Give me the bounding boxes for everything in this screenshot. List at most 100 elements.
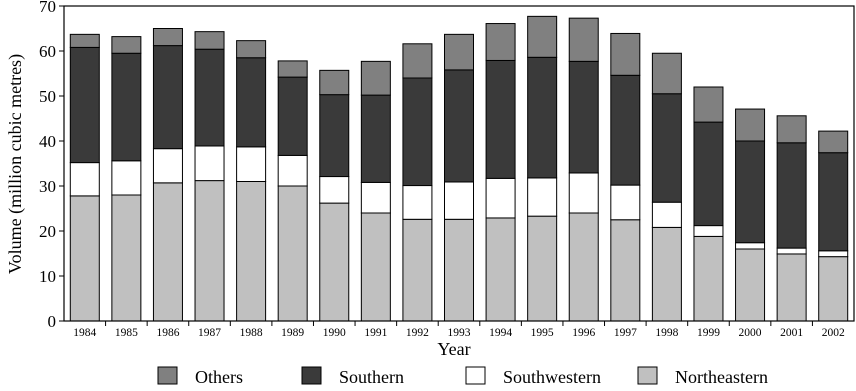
bar-segment-northeastern-1995 bbox=[527, 215, 558, 322]
legend-label: Northeastern bbox=[675, 367, 768, 387]
legend-item-others: Others bbox=[157, 366, 243, 387]
bar-segment-southwestern-1995 bbox=[527, 177, 558, 217]
bar-segment-others-1999 bbox=[693, 86, 724, 123]
bar-segment-others-1986 bbox=[152, 28, 183, 47]
bar-segment-southern-1986 bbox=[152, 45, 183, 150]
x-tick-label: 1990 bbox=[323, 327, 346, 339]
bar-segment-northeastern-1991 bbox=[360, 212, 391, 322]
bar-segment-northeastern-1990 bbox=[319, 202, 350, 322]
bar-segment-northeastern-1994 bbox=[485, 217, 516, 322]
x-tick-label: 1992 bbox=[406, 327, 429, 339]
bar-segment-others-1994 bbox=[485, 23, 516, 61]
bar-segment-southwestern-1993 bbox=[444, 181, 474, 220]
x-tick-label: 1991 bbox=[364, 327, 387, 339]
y-tick-label: 0 bbox=[48, 312, 57, 331]
legend-label: Southwestern bbox=[503, 367, 601, 387]
x-axis: 1984 1985 1986 1987 1988 1989 1990 1991 1992 1993… bbox=[73, 321, 845, 339]
y-tick-label: 40 bbox=[39, 132, 56, 151]
legend-item-southern: Southern bbox=[301, 366, 404, 387]
bar-segment-others-1992 bbox=[402, 43, 433, 79]
bar-segment-southern-2000 bbox=[735, 140, 766, 244]
bar-segment-others-1990 bbox=[319, 69, 350, 96]
bar-segment-southwestern-1990 bbox=[319, 176, 350, 204]
legend-label: Others bbox=[195, 367, 243, 387]
bar-segment-others-2002 bbox=[818, 130, 849, 154]
bar-segment-southern-2001 bbox=[776, 142, 807, 249]
x-tick-label: 1996 bbox=[572, 327, 595, 339]
legend-label: Southern bbox=[339, 367, 404, 387]
bar-segment-southern-1996 bbox=[568, 60, 599, 174]
bar-segment-southern-1995 bbox=[527, 56, 558, 179]
bar-segment-others-1989 bbox=[277, 60, 308, 78]
bar-segment-northeastern-1987 bbox=[194, 180, 225, 322]
x-tick-label: 1987 bbox=[198, 327, 221, 339]
bar-segment-southern-1998 bbox=[651, 93, 682, 203]
bar-segment-southern-1987 bbox=[194, 48, 225, 147]
y-tick-label: 10 bbox=[39, 267, 56, 286]
bar-segment-others-1991 bbox=[360, 60, 391, 96]
bar-segment-southwestern-1988 bbox=[236, 146, 267, 183]
bar-segment-southwestern-1987 bbox=[194, 145, 225, 182]
y-tick-label: 30 bbox=[39, 177, 56, 196]
x-tick-label: 1997 bbox=[614, 327, 637, 339]
bar-segment-others-2000 bbox=[735, 108, 766, 142]
bar-segment-southern-1990 bbox=[319, 94, 350, 178]
bar-segment-northeastern-1986 bbox=[152, 182, 183, 322]
y-tick-label: 20 bbox=[39, 222, 56, 241]
x-tick-label: 1994 bbox=[489, 327, 512, 339]
bar-segment-others-1985 bbox=[111, 36, 142, 54]
bar-segment-northeastern-1993 bbox=[444, 218, 474, 322]
bar-segment-southern-1984 bbox=[69, 46, 100, 164]
legend-swatch bbox=[465, 366, 486, 385]
bar-segment-southern-1993 bbox=[444, 69, 474, 183]
bar-segment-others-1993 bbox=[444, 33, 474, 71]
bar-segment-southwestern-1989 bbox=[277, 154, 308, 187]
y-tick-label: 50 bbox=[39, 87, 56, 106]
bar-segment-others-1998 bbox=[651, 52, 682, 95]
bar-segment-southern-1991 bbox=[360, 94, 391, 183]
bar-segment-northeastern-2002 bbox=[818, 256, 849, 322]
legend-item-southwestern: Southwestern bbox=[465, 366, 601, 387]
bar-segment-southwestern-1999 bbox=[693, 225, 724, 237]
bar-segment-northeastern-1997 bbox=[610, 219, 641, 322]
bar-segment-others-1996 bbox=[568, 17, 599, 62]
x-tick-label: 1998 bbox=[655, 327, 678, 339]
bar-segment-others-1997 bbox=[610, 32, 641, 76]
bar-segment-southwestern-1991 bbox=[360, 181, 391, 214]
x-tick-label: 1999 bbox=[697, 327, 720, 339]
plot-frame bbox=[63, 5, 855, 322]
bar-segment-southern-1997 bbox=[610, 74, 641, 186]
bar-segment-southwestern-1997 bbox=[610, 184, 641, 221]
bar-segment-southwestern-2001 bbox=[776, 247, 807, 255]
bar-segment-northeastern-1984 bbox=[69, 195, 100, 322]
legend: Others Southern Southwestern Northeastern bbox=[157, 366, 768, 387]
y-tick-label: 60 bbox=[39, 42, 56, 61]
x-tick-label: 1985 bbox=[115, 327, 138, 339]
bar-segment-southwestern-1992 bbox=[402, 185, 433, 220]
x-tick-label: 1984 bbox=[73, 327, 96, 339]
bar-segment-southwestern-1985 bbox=[111, 160, 142, 196]
x-tick-label: 2000 bbox=[739, 327, 762, 339]
x-axis-title: Year bbox=[437, 339, 470, 359]
plot-area bbox=[63, 5, 855, 322]
bar-segment-southwestern-1984 bbox=[69, 162, 100, 197]
bar-segment-northeastern-1996 bbox=[568, 212, 599, 322]
bar-segment-northeastern-2001 bbox=[776, 253, 807, 322]
bar-segment-southwestern-1998 bbox=[651, 201, 682, 228]
bar-segment-southwestern-2000 bbox=[735, 242, 766, 250]
x-tick-label: 1986 bbox=[156, 327, 179, 339]
legend-swatch bbox=[301, 366, 322, 385]
bar-segment-southern-1985 bbox=[111, 52, 142, 162]
x-tick-label: 1988 bbox=[240, 327, 263, 339]
bar-segment-southwestern-2002 bbox=[818, 250, 849, 258]
legend-swatch bbox=[157, 366, 178, 385]
bar-segment-northeastern-1988 bbox=[236, 181, 267, 322]
bar-segment-others-1988 bbox=[236, 40, 267, 59]
bar-segment-southern-1989 bbox=[277, 76, 308, 156]
bar-segment-southern-1994 bbox=[485, 59, 516, 179]
y-axis-title: Volume (million cubic metres) bbox=[5, 54, 26, 274]
bar-segment-others-1995 bbox=[527, 15, 558, 58]
y-axis: 0 10 20 30 40 50 60 70 bbox=[39, 0, 64, 331]
x-tick-label: 1989 bbox=[281, 327, 304, 339]
